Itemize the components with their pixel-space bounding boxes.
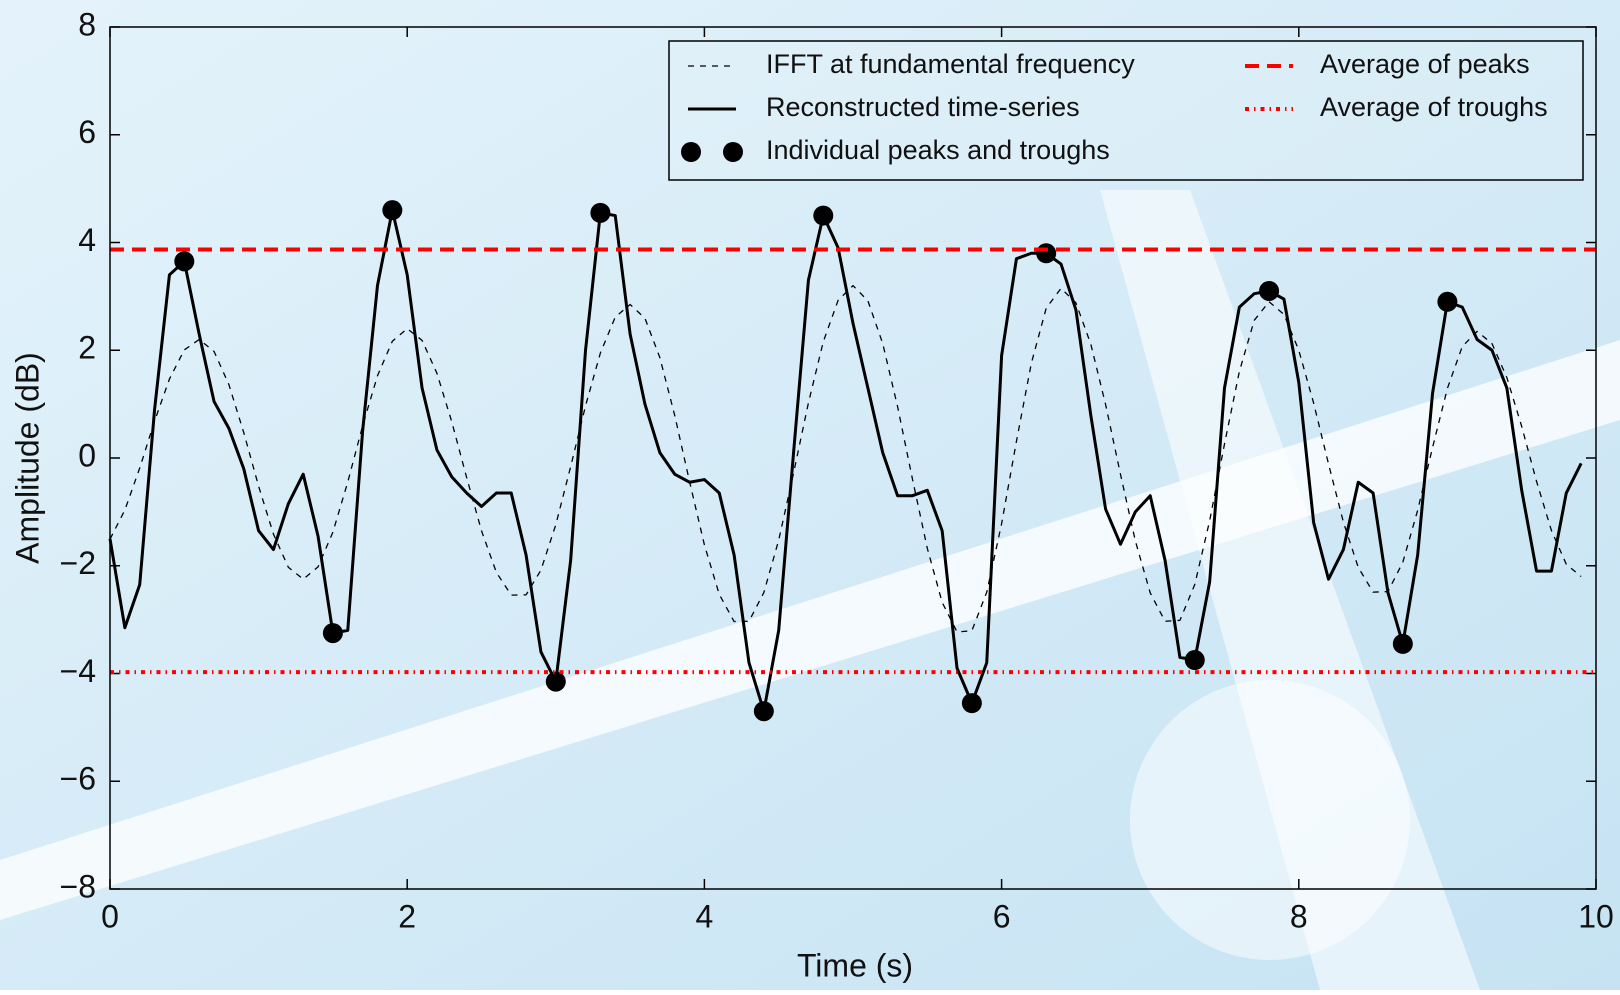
peak-trough-marker: [545, 671, 566, 692]
y-tick-label: −4: [60, 653, 96, 689]
x-tick-label: 6: [993, 898, 1011, 934]
peak-trough-marker: [1259, 280, 1280, 301]
peak-trough-marker: [590, 202, 611, 223]
y-tick-label: 6: [78, 114, 96, 150]
peak-trough-marker: [174, 251, 195, 272]
decor-hub: [1130, 680, 1410, 960]
peak-trough-marker: [813, 205, 834, 226]
peak-trough-marker: [1036, 243, 1057, 264]
peak-trough-marker: [382, 200, 403, 221]
series-line: [108, 208, 1583, 713]
y-tick-label: −6: [60, 761, 96, 797]
plot-area: 0 2 4 6 8 10 −8 −6 −4 −2 0 2 4 6 8: [60, 6, 1614, 934]
x-tick-label: 8: [1290, 898, 1308, 934]
peak-trough-marker: [1437, 291, 1458, 312]
x-tick-label: 4: [696, 898, 714, 934]
x-tick-label: 2: [398, 898, 416, 934]
y-tick-label: 2: [78, 330, 96, 366]
peak-trough-marker: [961, 693, 982, 714]
y-tick-label: 0: [78, 437, 96, 473]
peak-trough-marker: [753, 701, 774, 722]
peak-trough-marker: [1184, 650, 1205, 671]
y-tick-label: −8: [60, 868, 96, 904]
legend-label: Individual peaks and troughs: [766, 135, 1110, 165]
legend: IFFT at fundamental frequency Reconstruct…: [668, 40, 1584, 181]
legend-box: [668, 40, 1584, 181]
y-tick-label: 8: [78, 6, 96, 42]
legend-marker: [723, 142, 743, 162]
y-tick-label: −2: [60, 545, 96, 581]
y-tick-label: 4: [78, 222, 96, 258]
y-axis-label: Amplitude (dB): [9, 352, 45, 564]
peak-trough-marker: [1392, 633, 1413, 654]
legend-label: Reconstructed time-series: [766, 92, 1080, 122]
legend-marker: [681, 142, 701, 162]
x-tick-label: 10: [1578, 898, 1614, 934]
legend-label: Average of peaks: [1320, 49, 1530, 79]
x-axis-label: Time (s): [797, 947, 913, 983]
peak-trough-marker: [322, 623, 343, 644]
legend-label: IFFT at fundamental frequency: [766, 49, 1135, 79]
x-tick-label: 0: [101, 898, 119, 934]
legend-label: Average of troughs: [1320, 92, 1548, 122]
axes-frame: [109, 26, 1597, 890]
